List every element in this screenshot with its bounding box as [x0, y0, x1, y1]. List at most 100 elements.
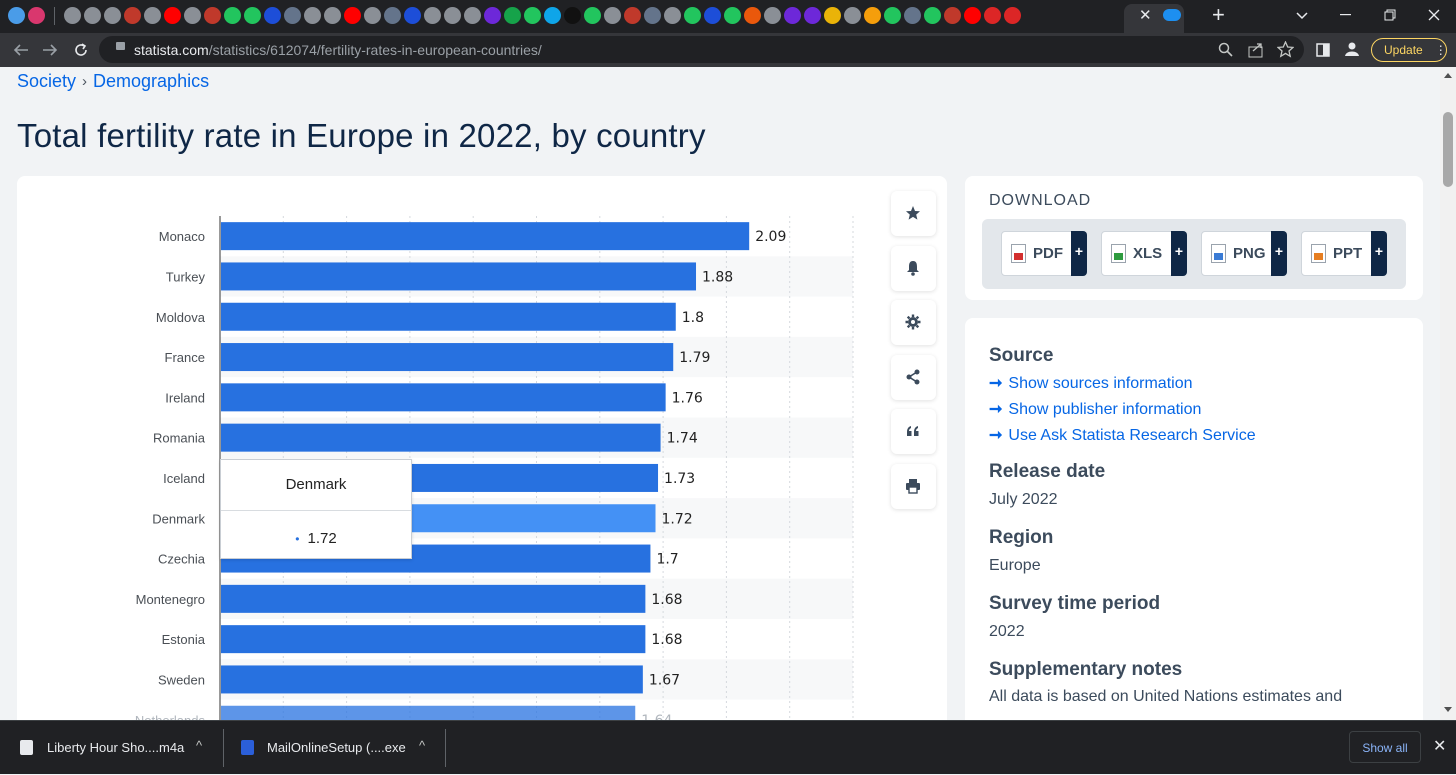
show-sources-link[interactable]: ➞ Show sources information: [989, 375, 1193, 392]
share-button[interactable]: [891, 355, 936, 400]
tab-favicon-icon[interactable]: [964, 7, 981, 24]
tab-favicon-icon[interactable]: [504, 7, 521, 24]
bar-turkey[interactable]: [221, 262, 697, 291]
scroll-down-arrow-icon[interactable]: [1444, 707, 1452, 712]
tab-favicon-icon[interactable]: [484, 7, 501, 24]
tab-favicon-icon[interactable]: [624, 7, 641, 24]
download-item-exe[interactable]: MailOnlineSetup (....exe ^: [224, 721, 444, 775]
tab-favicon-icon[interactable]: [244, 7, 261, 24]
bar-moldova[interactable]: [221, 302, 676, 331]
close-shelf-icon[interactable]: ✕: [1433, 738, 1447, 755]
tab-favicon-icon[interactable]: [8, 7, 25, 24]
tab-favicon-icon[interactable]: [424, 7, 441, 24]
tab-favicon-icon[interactable]: [604, 7, 621, 24]
settings-button[interactable]: [891, 300, 936, 345]
cite-button[interactable]: [891, 409, 936, 454]
download-png-button[interactable]: PNG +: [1201, 231, 1287, 276]
tab-favicon-icon[interactable]: [404, 7, 421, 24]
tab-favicon-icon[interactable]: [444, 7, 461, 24]
tab-favicon-icon[interactable]: [224, 7, 241, 24]
tab-favicon-icon[interactable]: [104, 7, 121, 24]
tab-favicon-icon[interactable]: [164, 7, 181, 24]
tab-favicon-icon[interactable]: [284, 7, 301, 24]
tab-favicon-icon[interactable]: [184, 7, 201, 24]
bookmark-star-icon[interactable]: [1277, 41, 1294, 58]
tab-favicon-icon[interactable]: [664, 7, 681, 24]
tab-favicon-icon[interactable]: [28, 7, 45, 24]
chevron-up-icon[interactable]: ^: [419, 738, 426, 753]
notification-button[interactable]: [891, 246, 936, 291]
bar-sweden[interactable]: [221, 665, 643, 694]
breadcrumb-demographics[interactable]: Demographics: [93, 71, 210, 91]
tab-favicon-icon[interactable]: [924, 7, 941, 24]
download-pdf-plus[interactable]: +: [1071, 231, 1087, 276]
chevron-up-icon[interactable]: ^: [196, 738, 203, 753]
bar-ireland[interactable]: [221, 383, 666, 412]
tab-favicon-icon[interactable]: [464, 7, 481, 24]
tab-favicon-icon[interactable]: [384, 7, 401, 24]
new-tab-icon[interactable]: +: [1212, 2, 1225, 27]
tab-favicon-icon[interactable]: [324, 7, 341, 24]
tab-favicon-icon[interactable]: [144, 7, 161, 24]
tab-favicon-icon[interactable]: [204, 7, 221, 24]
tab-favicon-icon[interactable]: [124, 7, 141, 24]
tab-favicon-icon[interactable]: [864, 7, 881, 24]
tab-favicon-icon[interactable]: [884, 7, 901, 24]
tab-favicon-icon[interactable]: [564, 7, 581, 24]
show-all-downloads-button[interactable]: Show all: [1349, 731, 1421, 763]
reload-icon[interactable]: [73, 42, 89, 58]
restore-icon[interactable]: [1384, 9, 1396, 21]
tab-favicon-icon[interactable]: [704, 7, 721, 24]
bar-chart[interactable]: Monaco 2.09 Turkey 1.88 Moldova 1.8 France 1.79…: [17, 176, 877, 720]
tab-favicon-icon[interactable]: [584, 7, 601, 24]
tab-favicon-icon[interactable]: [844, 7, 861, 24]
tab-favicon-icon[interactable]: [64, 7, 81, 24]
tab-favicon-icon[interactable]: [684, 7, 701, 24]
tab-favicon-icon[interactable]: [304, 7, 321, 24]
tab-favicon-icon[interactable]: [804, 7, 821, 24]
show-publisher-link[interactable]: ➞ Show publisher information: [989, 401, 1202, 418]
forward-icon[interactable]: [42, 43, 58, 57]
page-scrollbar[interactable]: [1440, 67, 1456, 720]
print-button[interactable]: [891, 464, 936, 509]
update-button[interactable]: Update ⋮: [1371, 38, 1447, 62]
download-xls-button[interactable]: XLS +: [1101, 231, 1187, 276]
window-close-icon[interactable]: [1428, 9, 1440, 21]
zoom-icon[interactable]: [1218, 42, 1234, 58]
bar-monaco[interactable]: [221, 222, 750, 251]
breadcrumb-society[interactable]: Society: [17, 71, 77, 91]
download-png-plus[interactable]: +: [1271, 231, 1287, 276]
bar-estonia[interactable]: [221, 625, 646, 654]
tab-favicon-icon[interactable]: [644, 7, 661, 24]
scroll-thumb[interactable]: [1443, 112, 1453, 187]
omnibox[interactable]: statista.com/statistics/612074/fertility…: [99, 36, 1304, 63]
menu-dots-icon[interactable]: ⋮: [1434, 43, 1447, 57]
profile-avatar-icon[interactable]: [1344, 41, 1360, 57]
close-tab-icon[interactable]: ✕: [1139, 7, 1152, 24]
side-panel-icon[interactable]: [1316, 43, 1330, 57]
tab-favicon-icon[interactable]: [784, 7, 801, 24]
url-text[interactable]: statista.com/statistics/612074/fertility…: [134, 42, 542, 58]
tab-favicon-icon[interactable]: [84, 7, 101, 24]
tab-favicon-icon[interactable]: [904, 7, 921, 24]
tab-favicon-icon[interactable]: [544, 7, 561, 24]
download-pdf-button[interactable]: PDF +: [1001, 231, 1087, 276]
back-icon[interactable]: [13, 43, 29, 57]
share-page-icon[interactable]: [1248, 42, 1264, 58]
tab-favicon-icon[interactable]: [984, 7, 1001, 24]
favorite-button[interactable]: [891, 191, 936, 236]
bar-france[interactable]: [221, 343, 674, 372]
minimize-icon[interactable]: [1340, 14, 1352, 16]
tab-favicon-icon[interactable]: [744, 7, 761, 24]
download-ppt-plus[interactable]: +: [1371, 231, 1387, 276]
scroll-up-arrow-icon[interactable]: [1444, 73, 1452, 78]
lock-icon[interactable]: [116, 42, 125, 50]
tab-favicon-icon[interactable]: [764, 7, 781, 24]
ask-statista-link[interactable]: ➞ Use Ask Statista Research Service: [989, 427, 1256, 444]
tab-favicon-icon[interactable]: [944, 7, 961, 24]
tab-favicon-icon[interactable]: [264, 7, 281, 24]
tab-favicon-icon[interactable]: [364, 7, 381, 24]
tab-favicon-icon[interactable]: [824, 7, 841, 24]
bar-netherlands[interactable]: [221, 705, 636, 720]
bar-montenegro[interactable]: [221, 584, 646, 613]
